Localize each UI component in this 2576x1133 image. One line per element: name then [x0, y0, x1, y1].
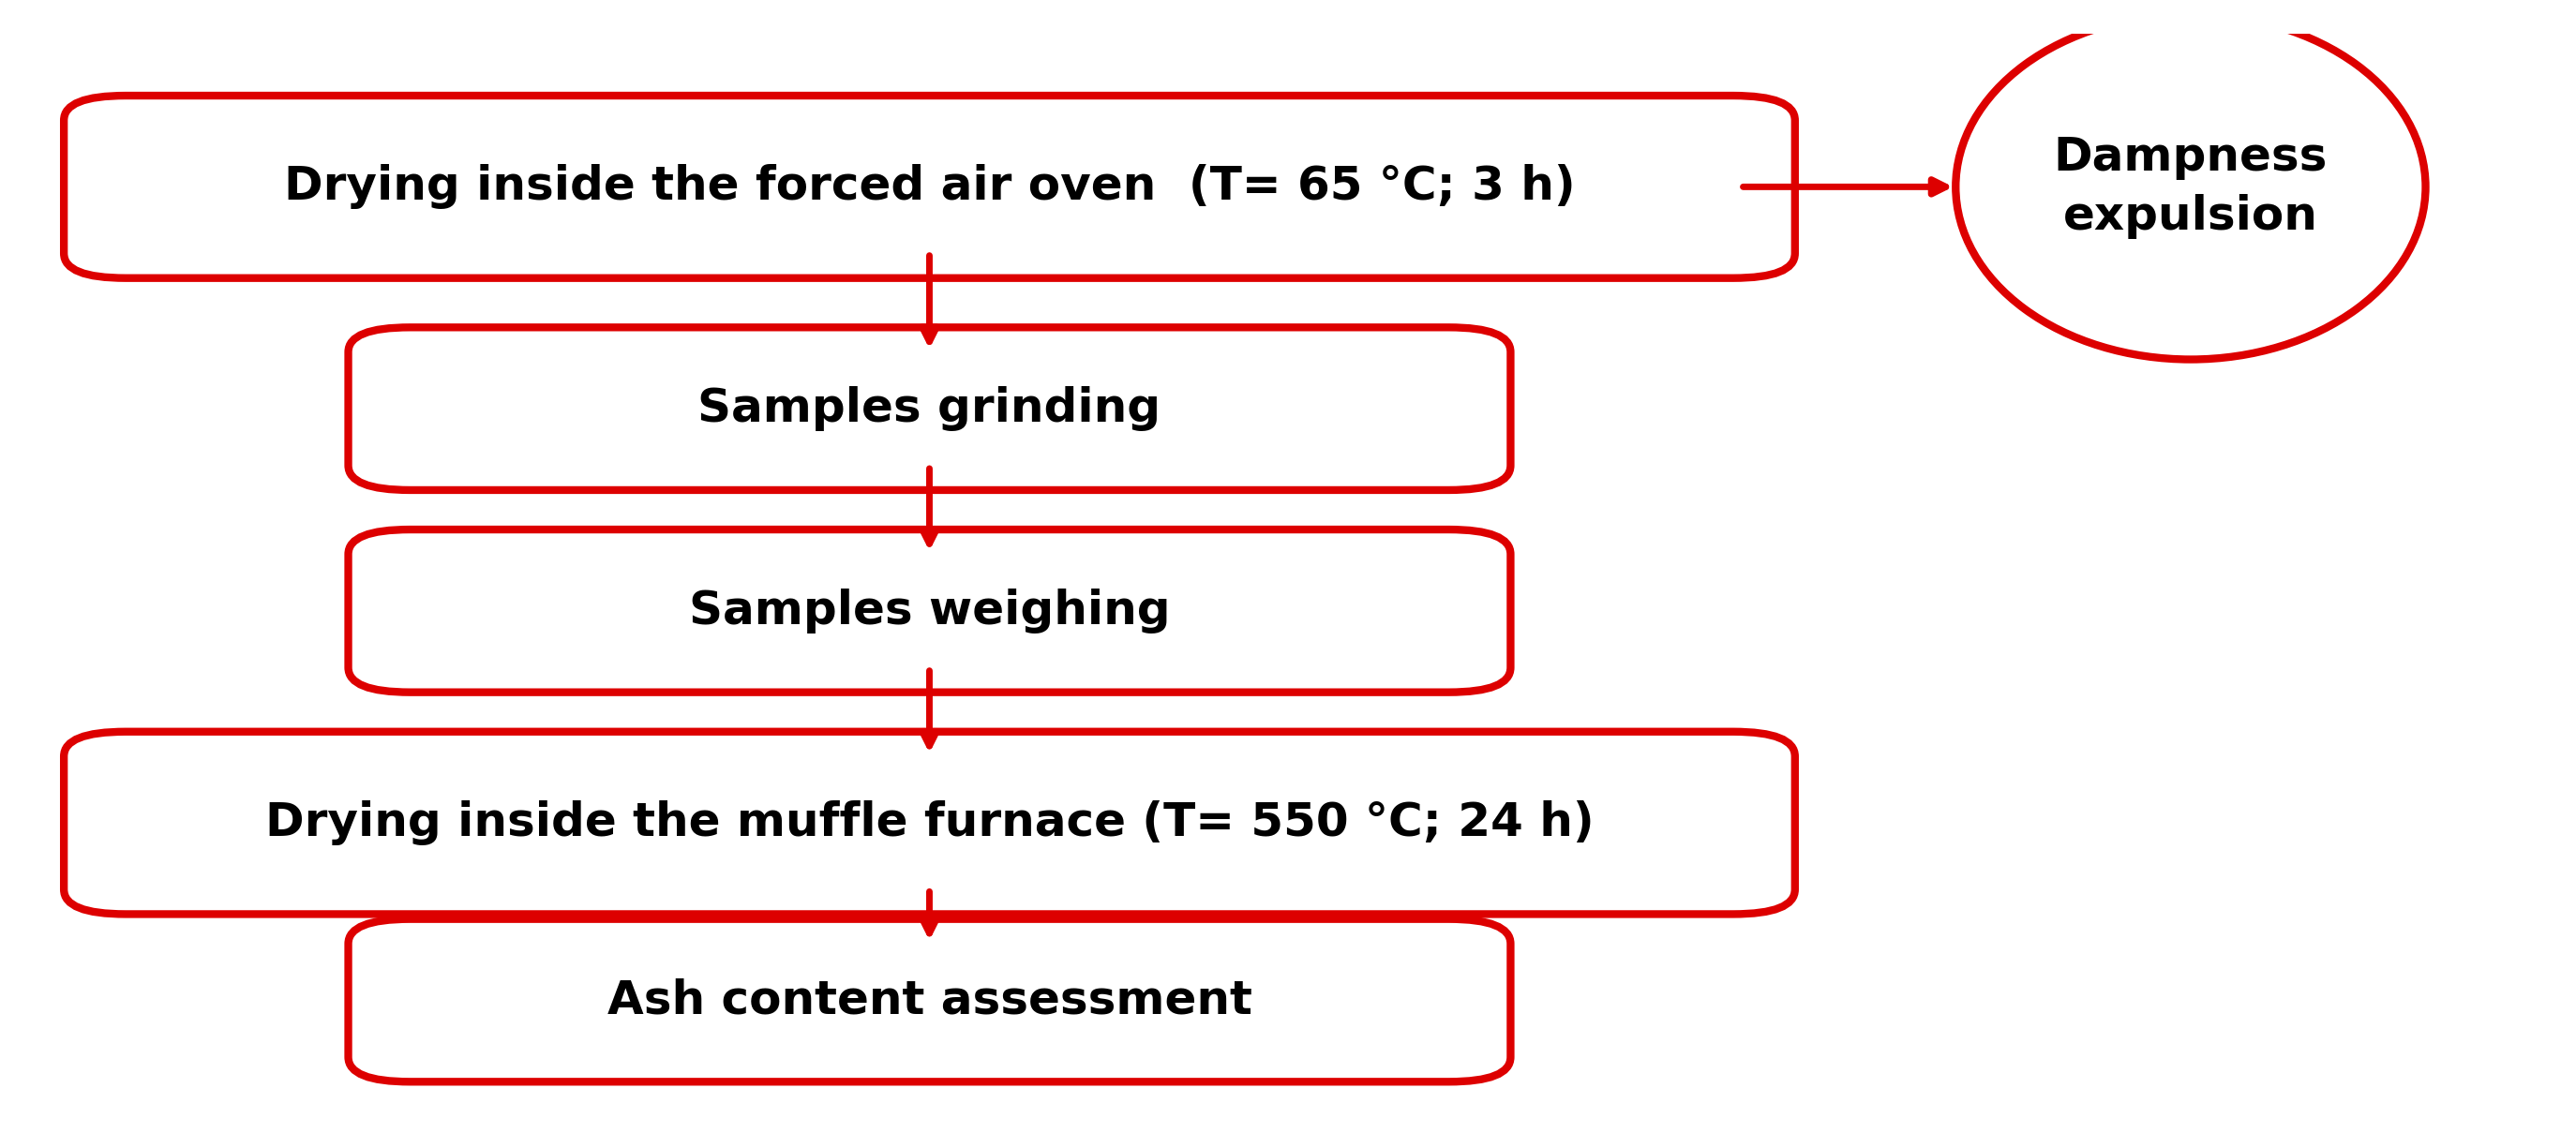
Ellipse shape: [1955, 15, 2427, 359]
Text: Samples grinding: Samples grinding: [698, 386, 1162, 432]
Text: Drying inside the muffle furnace (T= 550 °C; 24 h): Drying inside the muffle furnace (T= 550…: [265, 800, 1595, 845]
FancyBboxPatch shape: [348, 327, 1510, 491]
Text: Ash content assessment: Ash content assessment: [608, 978, 1252, 1023]
FancyBboxPatch shape: [64, 732, 1795, 914]
Text: Dampness
expulsion: Dampness expulsion: [2053, 135, 2329, 239]
FancyBboxPatch shape: [64, 95, 1795, 278]
Text: Samples weighing: Samples weighing: [688, 588, 1170, 633]
Text: Drying inside the forced air oven  (T= 65 °C; 3 h): Drying inside the forced air oven (T= 65…: [283, 164, 1574, 210]
FancyBboxPatch shape: [348, 919, 1510, 1082]
FancyBboxPatch shape: [348, 529, 1510, 692]
